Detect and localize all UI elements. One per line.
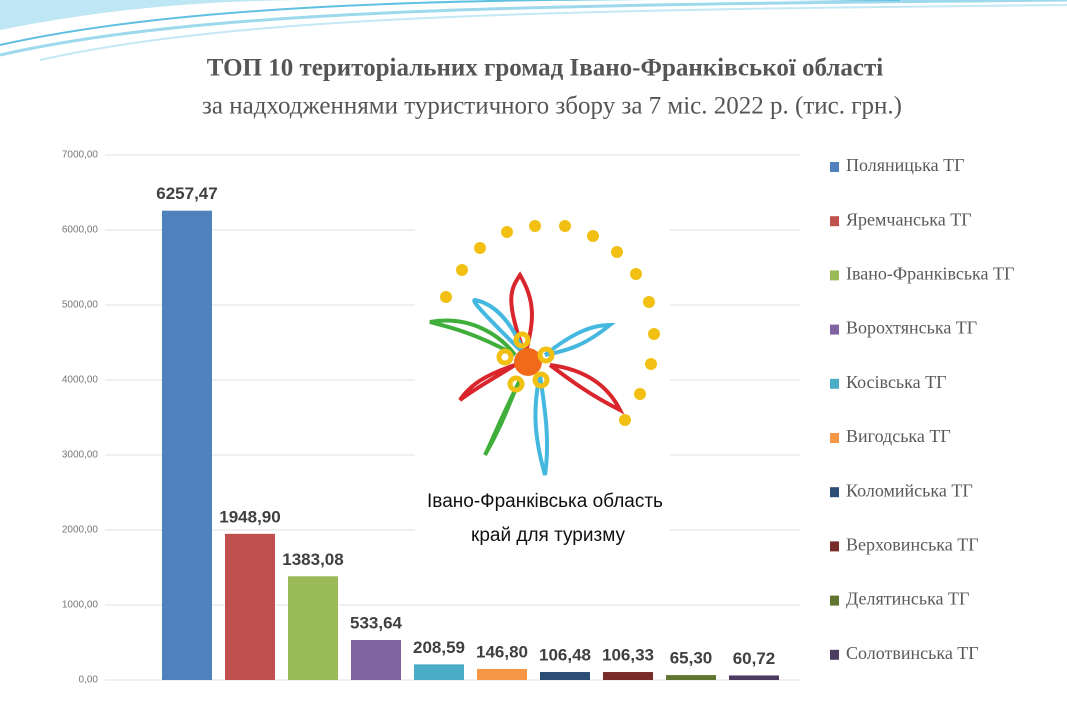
bar [162, 210, 212, 680]
value-label: 60,72 [733, 649, 776, 668]
legend-label: Косівська ТГ [846, 372, 947, 392]
y-tick-label: 5000,00 [62, 300, 99, 311]
bar [666, 675, 716, 680]
value-label: 65,30 [670, 649, 713, 668]
value-label: 1383,08 [282, 550, 343, 569]
legend-swatch [830, 270, 839, 281]
y-tick-label: 4000,00 [62, 375, 99, 386]
logo: Івано-Франківська область край для туриз… [415, 215, 670, 550]
legend-swatch [830, 595, 839, 606]
legend-label: Вигодська ТГ [846, 426, 951, 446]
bar [288, 576, 338, 680]
plot-area: 0,00 1000,00 2000,00 3000,00 4000,00 5000,00 6… [62, 150, 1015, 686]
chart-title: ТОП 10 територіальних громад Івано-Франк… [207, 55, 884, 82]
legend-label: Делятинська ТГ [846, 589, 969, 609]
bar [351, 639, 401, 680]
value-label: 106,48 [539, 645, 591, 664]
bar [414, 664, 464, 680]
value-label: 146,80 [476, 642, 528, 661]
bar [603, 672, 653, 680]
y-tick-label: 6000,00 [62, 225, 99, 236]
value-label: 208,59 [413, 638, 465, 657]
top-decoration [0, 0, 1067, 61]
value-label: 1948,90 [219, 507, 280, 526]
bar [225, 533, 275, 680]
value-label: 106,33 [602, 646, 654, 665]
legend-swatch [830, 487, 839, 498]
chart-subtitle: за надходженнями туристичного збору за 7… [202, 93, 902, 120]
y-tick-label: 7000,00 [62, 150, 99, 161]
legend-swatch [830, 162, 839, 172]
logo-text: Івано-Франківська область [427, 491, 663, 512]
legend-label: Солотвинська ТГ [846, 643, 979, 663]
legend-label: Яремчанська ТГ [846, 209, 972, 229]
value-label: 533,64 [350, 613, 403, 632]
legend-swatch [830, 378, 839, 389]
value-label: 6257,47 [156, 184, 217, 203]
y-tick-label: 2000,00 [62, 525, 99, 536]
legend-swatch [830, 216, 839, 227]
legend-label: Ворохтянська ТГ [846, 318, 977, 338]
legend-swatch [830, 324, 839, 335]
bar [477, 668, 527, 680]
legend-label: Верховинська ТГ [846, 535, 979, 555]
legend-label: Поляницька ТГ [846, 155, 965, 175]
y-tick-label: 1000,00 [62, 600, 99, 611]
legend-swatch [830, 433, 839, 443]
logo-text: край для туризму [471, 525, 625, 546]
legend-swatch [830, 541, 839, 552]
legend-label: Коломийська ТГ [846, 480, 973, 500]
legend-label: Івано-Франківська ТГ [846, 264, 1014, 284]
y-tick-label: 3000,00 [62, 450, 99, 461]
legend-swatch [830, 649, 839, 660]
y-tick-label: 0,00 [79, 675, 99, 686]
bar [540, 672, 590, 680]
bar [729, 675, 779, 680]
